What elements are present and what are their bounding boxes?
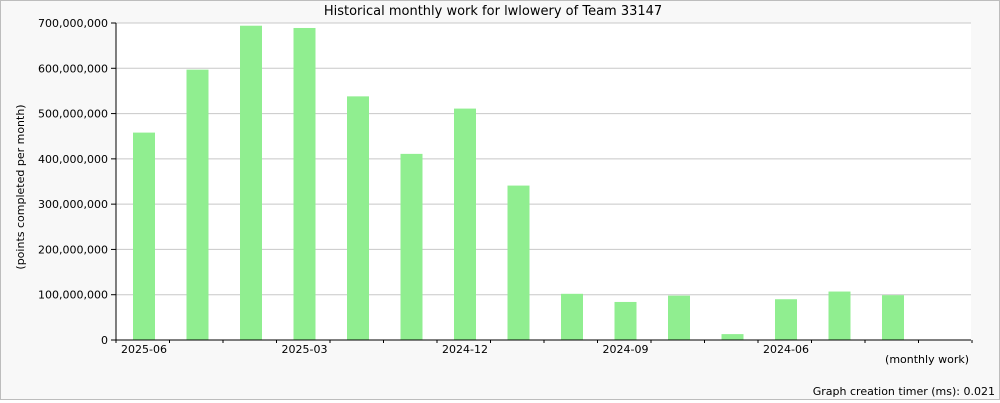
y-tick-label: 600,000,000: [38, 62, 108, 75]
bar-2024-05: [828, 291, 851, 340]
bar-2024-06: [775, 299, 797, 340]
x-tick-labels: 2025-06 2025-03 2024-12 2024-09 2024-06: [121, 343, 809, 356]
bar-2025-03: [293, 27, 316, 341]
x-tick-label: 2025-03: [282, 343, 328, 356]
axes: [115, 23, 973, 343]
bar-2024-10: [561, 293, 583, 340]
y-tick-label: 300,000,000: [38, 198, 108, 211]
y-tick-label: 500,000,000: [38, 108, 108, 121]
bar-2024-04: [882, 295, 904, 340]
y-tick-label: 400,000,000: [38, 153, 108, 166]
x-tick-label: 2025-06: [121, 343, 167, 356]
chart-title: Historical monthly work for lwlowery of …: [324, 4, 662, 19]
graph-timer-text: Graph creation timer (ms): 0.021: [813, 385, 995, 398]
x-tick-label: 2024-06: [763, 343, 809, 356]
bar-2025-01: [400, 153, 423, 340]
y-tick-label: 700,000,000: [38, 17, 108, 30]
bar-2024-11: [507, 185, 530, 340]
y-tick-labels: 0 100,000,000 200,000,000 300,000,000 400,00…: [38, 17, 116, 347]
bars: [133, 25, 904, 341]
bar-2024-09: [614, 301, 637, 340]
bar-2025-02: [347, 96, 369, 340]
bar-2024-07: [721, 334, 744, 340]
x-tick-label: 2024-12: [442, 343, 488, 356]
y-axis-label: (points completed per month): [14, 104, 27, 269]
x-axis-label: (monthly work): [885, 353, 969, 366]
y-tick-label: 0: [101, 334, 108, 347]
x-tick-label: 2024-09: [603, 343, 649, 356]
bar-2024-12: [454, 108, 476, 340]
y-tick-label: 200,000,000: [38, 243, 108, 256]
bar-2025-04: [240, 25, 262, 341]
bar-2025-06: [133, 132, 155, 340]
y-tick-label: 100,000,000: [38, 289, 108, 302]
bar-2025-05: [186, 69, 209, 340]
bar-2024-08: [668, 295, 690, 340]
